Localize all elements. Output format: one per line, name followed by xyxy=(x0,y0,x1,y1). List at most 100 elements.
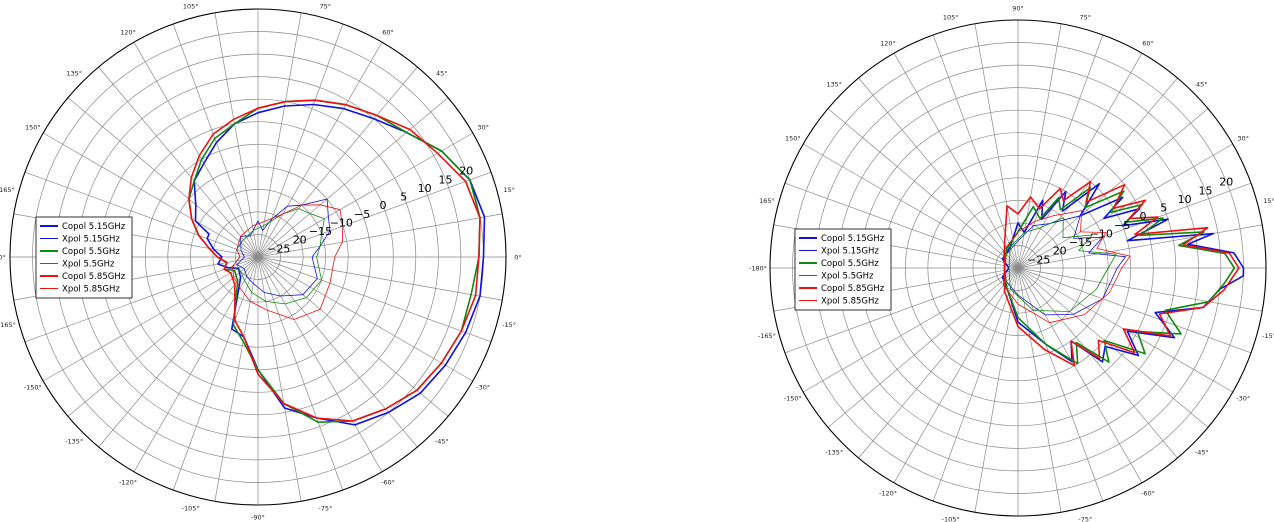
legend: Copol 5.15GHz Xpol 5.15GHz Copol 5.5GHz Xpo… xyxy=(35,216,133,299)
grid-spoke xyxy=(257,256,492,343)
grid-spoke xyxy=(257,256,344,491)
angle-tick-label: 30° xyxy=(1237,135,1249,143)
legend-label: Xpol 5.15GHz xyxy=(62,235,120,245)
angle-tick-label: 15° xyxy=(1263,197,1274,205)
radial-tick-label: 20 xyxy=(1053,245,1067,258)
grid-circle xyxy=(950,200,1086,336)
grid-spoke xyxy=(1017,267,1209,428)
angle-tick-label: -150° xyxy=(784,395,802,403)
grid-spoke xyxy=(43,132,259,258)
grid-spoke xyxy=(858,267,1019,459)
angle-tick-label: -165° xyxy=(0,321,16,329)
angle-tick-label: 75° xyxy=(320,2,332,10)
angle-tick-label: -15° xyxy=(1262,332,1274,340)
angle-tick-label: -150° xyxy=(24,384,42,392)
grid-spoke xyxy=(43,256,259,382)
grid-spoke xyxy=(257,97,449,258)
grid-spoke xyxy=(1017,267,1062,513)
legend-label: Copol 5.85GHz xyxy=(62,272,126,282)
angle-tick-label: 120° xyxy=(120,28,136,36)
grid-circle xyxy=(212,211,304,303)
legend-label: Xpol 5.85GHz xyxy=(62,285,120,295)
polar-chart-1: 0° 15° 30° 45° 60° 75° 90° 105° 120° 135° 150° 165°… xyxy=(0,0,522,522)
angle-tick-label: 165° xyxy=(0,186,15,194)
legend-box xyxy=(35,216,133,299)
angle-tick-label: 135° xyxy=(826,81,842,89)
angle-tick-label: -45° xyxy=(1195,448,1209,456)
legend: Copol 5.15GHz Xpol 5.15GHz Copol 5.5GHz Xpo… xyxy=(794,228,892,311)
grid-spoke xyxy=(257,213,503,258)
angle-tick-label: 120° xyxy=(880,39,896,47)
angle-tick-label: -60° xyxy=(381,479,395,487)
series-line xyxy=(1003,180,1240,367)
grid-spoke xyxy=(784,182,1019,269)
legend-label: Copol 5.15GHz xyxy=(821,234,885,244)
radial-tick-label: 5 xyxy=(400,191,407,204)
grid-spoke xyxy=(893,267,1019,483)
angle-tick-label: -60° xyxy=(1141,490,1155,498)
angle-tick-label: 150° xyxy=(785,135,801,143)
angle-tick-label: -45° xyxy=(435,437,449,445)
angle-tick-label: -30° xyxy=(476,384,490,392)
grid-spoke xyxy=(784,267,1019,354)
grid-spoke xyxy=(827,108,1019,269)
outer-circle xyxy=(9,8,507,506)
grid-spoke xyxy=(1017,267,1104,502)
grid-spoke xyxy=(1017,77,1178,269)
angle-tick-label: -120° xyxy=(879,490,897,498)
angle-tick-label: -75° xyxy=(318,505,332,513)
grid-spoke xyxy=(214,12,259,258)
grid-spoke xyxy=(1017,182,1252,269)
grid-spoke xyxy=(932,34,1019,269)
legend-label: Copol 5.5GHz xyxy=(821,259,879,269)
grid-spoke xyxy=(974,23,1019,269)
grid-circle xyxy=(995,245,1041,291)
radial-tick-label: −15 xyxy=(309,225,332,238)
radial-tick-label: 20 xyxy=(1219,176,1233,189)
angle-tick-label: -90° xyxy=(251,514,265,522)
legend-label: Xpol 5.15GHz xyxy=(821,247,879,257)
grid-spoke xyxy=(1017,108,1209,269)
angle-tick-label: 180° xyxy=(0,254,6,262)
radial-tick-label: 15 xyxy=(439,173,453,186)
grid-spoke xyxy=(1017,267,1178,459)
series-line xyxy=(232,204,344,320)
radial-tick-label: −10 xyxy=(1090,228,1113,241)
radial-tick-label: −25 xyxy=(1027,253,1050,266)
grid-spoke xyxy=(98,256,259,448)
grid-circle xyxy=(190,189,326,325)
radial-tick-label: 20 xyxy=(293,234,307,247)
angle-tick-label: -120° xyxy=(119,479,137,487)
grid-spoke xyxy=(98,66,259,258)
outer-circle xyxy=(769,19,1267,517)
grid-spoke xyxy=(257,256,383,472)
angle-tick-label: 135° xyxy=(66,70,82,78)
angle-tick-label: -15° xyxy=(502,321,516,329)
grid-spoke xyxy=(257,256,503,301)
series-line xyxy=(193,103,486,426)
angle-tick-label: 90° xyxy=(252,0,264,2)
legend-label: Copol 5.15GHz xyxy=(62,222,126,232)
grid-spoke xyxy=(24,171,259,258)
angle-tick-label: 105° xyxy=(183,2,199,10)
grid-spoke xyxy=(932,267,1019,502)
grid-spoke xyxy=(257,42,383,258)
angle-tick-label: -135° xyxy=(65,437,83,445)
legend-label: Copol 5.85GHz xyxy=(821,284,885,294)
grid-spoke xyxy=(67,256,259,417)
angle-tick-label: -30° xyxy=(1236,395,1250,403)
radial-tick-label: −5 xyxy=(1114,219,1130,232)
radial-tick-label: 10 xyxy=(418,182,432,195)
grid-spoke xyxy=(1017,267,1143,483)
series-line xyxy=(1004,215,1126,316)
legend-label: Xpol 5.85GHz xyxy=(821,297,879,307)
legend-label: Copol 5.5GHz xyxy=(62,247,120,257)
angle-tick-label: 75° xyxy=(1080,13,1092,21)
angle-tick-label: -165° xyxy=(758,332,776,340)
angle-tick-label: 105° xyxy=(943,13,959,21)
angle-tick-label: 30° xyxy=(477,124,489,132)
grid-spoke xyxy=(257,256,473,382)
grid-spoke xyxy=(827,267,1019,428)
angle-tick-label: 60° xyxy=(382,28,394,36)
